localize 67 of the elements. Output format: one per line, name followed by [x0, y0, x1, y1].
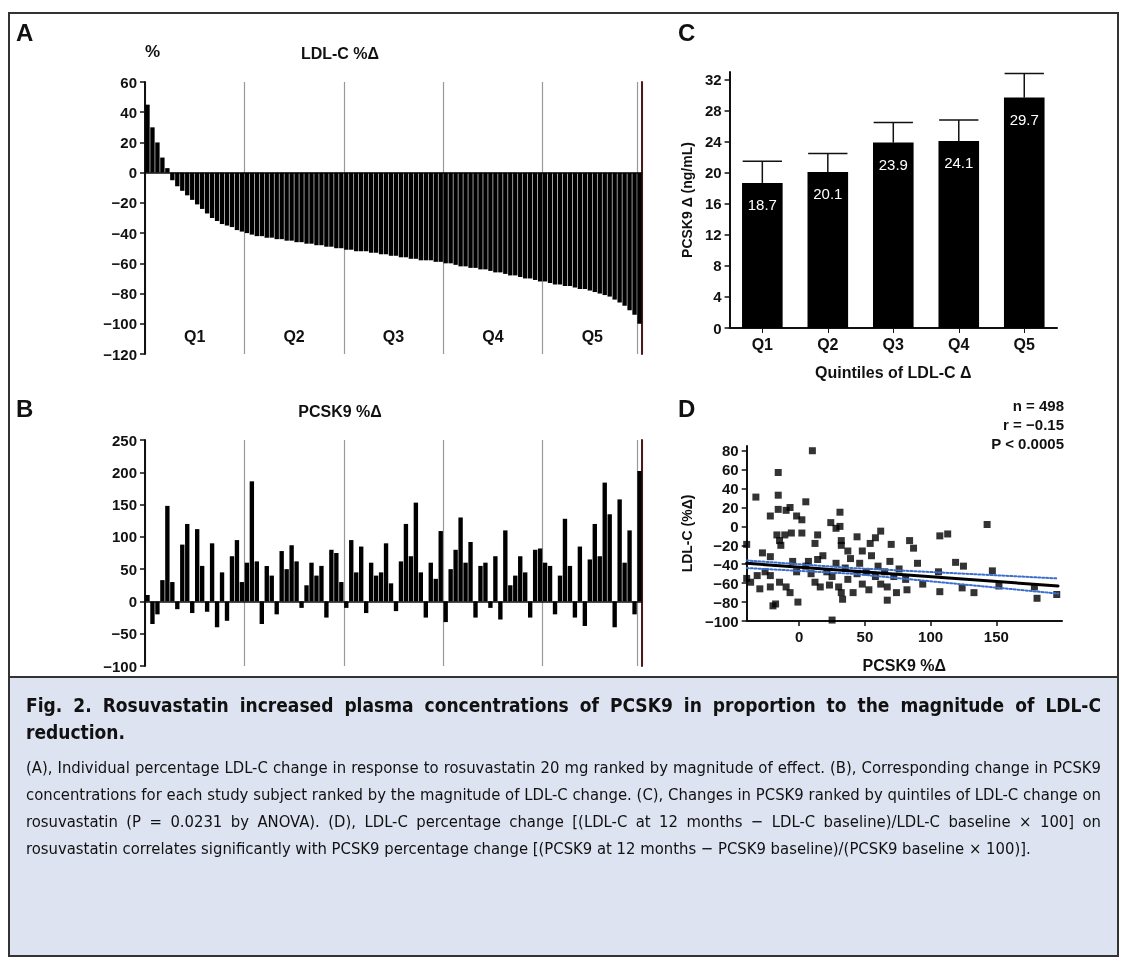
y-tick-label: 60: [120, 73, 137, 91]
x-tick-label: 100: [918, 628, 944, 645]
y-tick-label: 0: [713, 319, 722, 337]
y-tick-label: 24: [704, 133, 723, 151]
y-tick-label: 0: [128, 592, 137, 610]
x-tick-label: 0: [795, 628, 804, 645]
y-tick-label: −20: [713, 536, 739, 554]
y-tick-label: 20: [722, 498, 739, 516]
data-label: 18.7: [747, 195, 777, 213]
y-tick-label: −60: [111, 254, 137, 272]
x-tick-label: Q5: [1013, 335, 1036, 353]
y-tick-label: −60: [713, 574, 739, 592]
y-tick-label: 40: [120, 103, 137, 121]
text: C: [678, 18, 696, 46]
data-label: 24.1: [944, 154, 974, 172]
chart-title: PCSK9 %Δ: [298, 402, 382, 420]
y-tick-label: 0: [128, 164, 137, 182]
y-tick-label: 150: [111, 496, 137, 514]
text: (A), Individual percentage LDL-C change in response to rosuvastatin 20 mg ranked by magnitude of effect. (B), Corresponding change in PCSK9 concentrations for each study subject ranked by the magnitude of LDL-C change. (C), Changes in PCSK9 ranked by quintiles of LDL-C change on rosuvastatin (P = 0.0231 by ANOVA). (D), LDL-C percentage change [(LDL-C at 12 months − LDL-C baseline)/LDL-C baseline × 100] on rosuvastatin correlates significantly with PCSK9 percentage change [(PCSK9 at 12 months − PCSK9 baseline)/(PCSK9 baseline × 100)].: [26, 757, 1101, 860]
y-axis-title: LDL-C (%Δ): [679, 494, 695, 573]
x-tick-label: 50: [856, 628, 874, 645]
x-tick-label: Q1: [751, 335, 774, 353]
text: n = 498: [1012, 397, 1064, 414]
y-tick-label: −20: [111, 194, 137, 212]
x-tick-label: Q3: [882, 335, 905, 353]
chart-title: LDL-C %Δ: [300, 44, 380, 62]
y-tick-label: 100: [111, 528, 137, 546]
data-label: 20.1: [813, 185, 843, 203]
y-tick-label: 20: [704, 164, 722, 182]
annotation: P < 0.0005: [991, 435, 1064, 452]
text: r = −0.15: [1003, 416, 1064, 433]
y-tick-label: 60: [722, 461, 739, 479]
x-axis-title: PCSK9 %Δ: [862, 656, 947, 674]
y-tick-label: −100: [704, 612, 739, 630]
y-tick-label: 12: [704, 226, 722, 244]
text: D: [678, 394, 696, 422]
x-axis-title: Quintiles of LDL-C Δ: [815, 363, 972, 381]
y-tick-label: 4: [713, 288, 723, 306]
y-tick-label: −40: [111, 224, 137, 242]
y-axis-title: %: [145, 42, 161, 61]
y-tick-label: −100: [103, 657, 137, 675]
y-tick-label: −40: [713, 555, 739, 573]
x-tick-label: Q2: [817, 335, 839, 353]
y-tick-label: 16: [704, 195, 722, 213]
y-tick-label: −120: [103, 345, 137, 363]
data-label: 29.7: [1009, 110, 1039, 128]
y-tick-label: 250: [111, 431, 137, 449]
y-tick-label: 20: [120, 133, 137, 151]
y-tick-label: 32: [704, 71, 722, 89]
x-tick-label: Q4: [948, 335, 970, 353]
y-tick-label: −100: [103, 315, 137, 333]
y-tick-label: 28: [704, 102, 722, 120]
text: Fig. 2. Rosuvastatin increased plasma concentrations of PCSK9 in proportion to the magnitude of LDL-C reduction.: [26, 693, 1101, 745]
y-axis-title: PCSK9 Δ (ng/mL): [679, 142, 695, 258]
y-tick-label: 8: [713, 257, 722, 275]
y-tick-label: 50: [120, 560, 137, 578]
x-tick-label: 150: [983, 628, 1009, 645]
y-tick-label: 40: [722, 480, 739, 498]
y-tick-label: −50: [111, 625, 137, 643]
y-tick-label: 80: [722, 442, 739, 460]
y-tick-label: 200: [111, 463, 137, 481]
data-label: 23.9: [878, 155, 908, 173]
y-tick-label: −80: [713, 593, 739, 611]
y-tick-label: 0: [730, 517, 739, 535]
text: B: [16, 394, 34, 422]
y-tick-label: −80: [111, 285, 137, 303]
text: A: [16, 18, 34, 46]
